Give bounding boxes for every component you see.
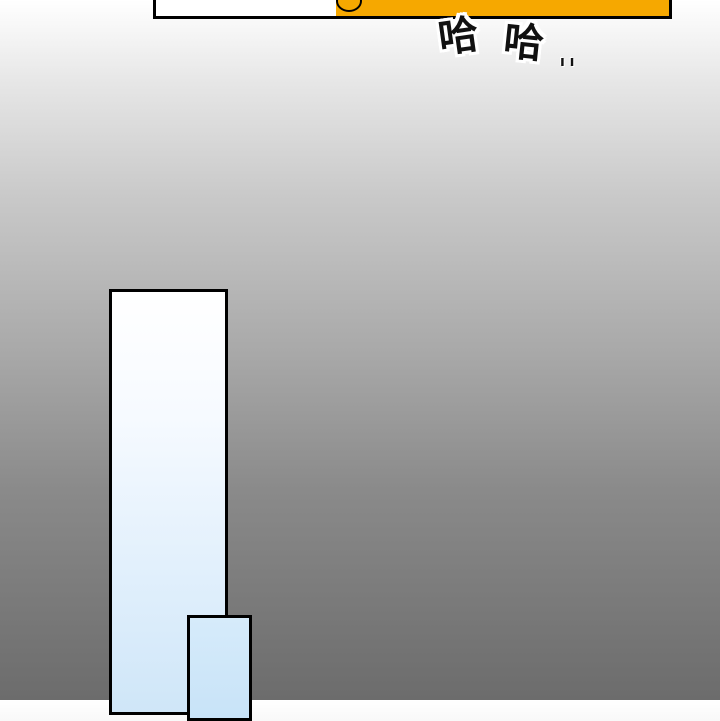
laugh-glyph-1: 哈	[435, 11, 482, 63]
top-panel-fragment	[153, 0, 672, 19]
laugh-trail-marks: ı ı	[560, 54, 575, 70]
laugh-glyph-2: 哈	[501, 18, 546, 68]
laugh-sound-effect: 哈 哈 ı ı	[432, 4, 612, 84]
small-blue-block	[187, 615, 252, 721]
orange-panel-fill	[336, 0, 669, 16]
